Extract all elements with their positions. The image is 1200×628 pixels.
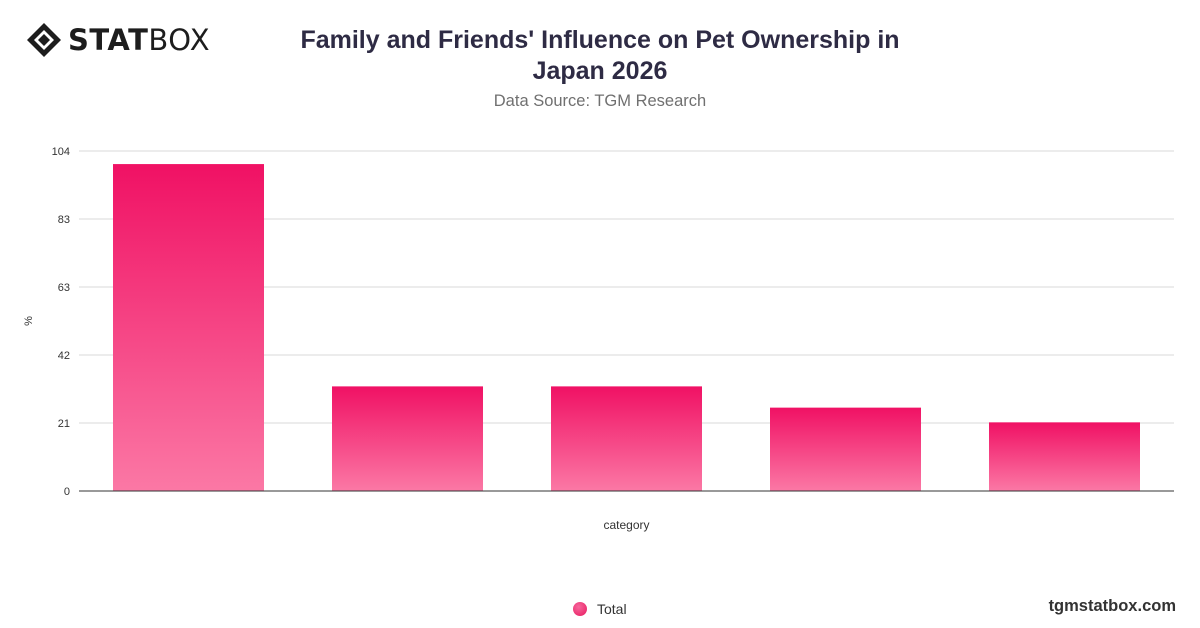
logo-wordmark: STATBOX — [68, 22, 210, 58]
statbox-diamond-icon — [27, 23, 61, 57]
bar-2[interactable] — [332, 386, 483, 491]
y-tick-label: 0 — [64, 486, 70, 498]
y-tick-label: 42 — [58, 350, 70, 362]
y-tick-label: 83 — [58, 214, 70, 226]
y-tick-label: 21 — [58, 418, 70, 430]
chart-title: Family and Friends' Influence on Pet Own… — [300, 26, 900, 85]
website-watermark: tgmstatbox.com — [1048, 597, 1176, 615]
bars — [113, 164, 1140, 492]
bar-3[interactable] — [551, 386, 702, 491]
bar-5[interactable] — [989, 422, 1140, 491]
y-tick-label: 63 — [58, 282, 70, 294]
chart-subtitle: Data Source: TGM Research — [493, 92, 707, 110]
y-axis-ticks: 0 21 42 63 83 104 — [52, 146, 70, 498]
logo-wordmark-bold: STAT — [68, 23, 149, 57]
y-axis-label: % — [23, 316, 35, 326]
legend[interactable]: Total — [573, 601, 627, 617]
logo-wordmark-light: BOX — [148, 23, 211, 57]
brand-logo: STATBOX — [26, 22, 210, 58]
bar-4[interactable] — [770, 407, 921, 491]
legend-marker-total — [573, 602, 587, 616]
legend-label-total: Total — [597, 601, 627, 617]
y-tick-label: 104 — [52, 146, 70, 158]
x-axis-label: category — [603, 518, 649, 532]
bar-1[interactable] — [113, 164, 264, 492]
